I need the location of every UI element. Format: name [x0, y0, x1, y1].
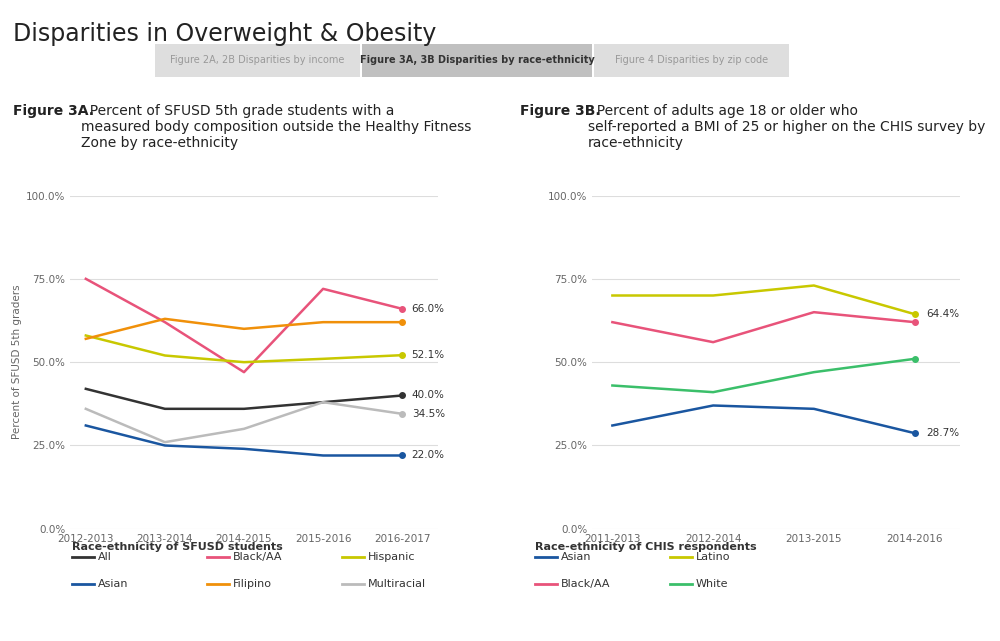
- Text: Disparities in Overweight & Obesity: Disparities in Overweight & Obesity: [13, 22, 436, 46]
- Text: All: All: [98, 552, 112, 562]
- Text: Multiracial: Multiracial: [368, 579, 426, 589]
- Text: Latino: Latino: [696, 552, 731, 562]
- Text: Asian: Asian: [98, 579, 128, 589]
- Text: 22.0%: 22.0%: [412, 451, 445, 460]
- Text: Race-ethnicity of CHIS respondents: Race-ethnicity of CHIS respondents: [535, 542, 757, 552]
- Text: Race-ethnicity of SFUSD students: Race-ethnicity of SFUSD students: [72, 542, 283, 552]
- Text: Figure 3A.: Figure 3A.: [13, 104, 94, 118]
- Text: Figure 2A, 2B Disparities by income: Figure 2A, 2B Disparities by income: [170, 55, 345, 65]
- Text: 28.7%: 28.7%: [927, 428, 960, 438]
- Text: 40.0%: 40.0%: [412, 390, 445, 401]
- Text: Hispanic: Hispanic: [368, 552, 416, 562]
- Text: Black/AA: Black/AA: [561, 579, 610, 589]
- Text: Asian: Asian: [561, 552, 592, 562]
- Text: White: White: [696, 579, 729, 589]
- Text: 52.1%: 52.1%: [412, 350, 445, 360]
- Text: 64.4%: 64.4%: [927, 309, 960, 319]
- Text: 66.0%: 66.0%: [412, 304, 445, 314]
- Text: Percent of adults age 18 or older who
self-reported a BMI of 25 or higher on the: Percent of adults age 18 or older who se…: [588, 104, 985, 150]
- Text: 34.5%: 34.5%: [412, 409, 445, 419]
- Text: Black/AA: Black/AA: [233, 552, 283, 562]
- Text: Figure 3B.: Figure 3B.: [520, 104, 601, 118]
- Text: Figure 3A, 3B Disparities by race-ethnicity: Figure 3A, 3B Disparities by race-ethnic…: [360, 55, 594, 65]
- Y-axis label: Percent of SFUSD 5th graders: Percent of SFUSD 5th graders: [12, 285, 22, 440]
- Text: Filipino: Filipino: [233, 579, 272, 589]
- Text: Figure 4 Disparities by zip code: Figure 4 Disparities by zip code: [615, 55, 768, 65]
- Text: Percent of SFUSD 5th grade students with a
measured body composition outside the: Percent of SFUSD 5th grade students with…: [81, 104, 471, 150]
